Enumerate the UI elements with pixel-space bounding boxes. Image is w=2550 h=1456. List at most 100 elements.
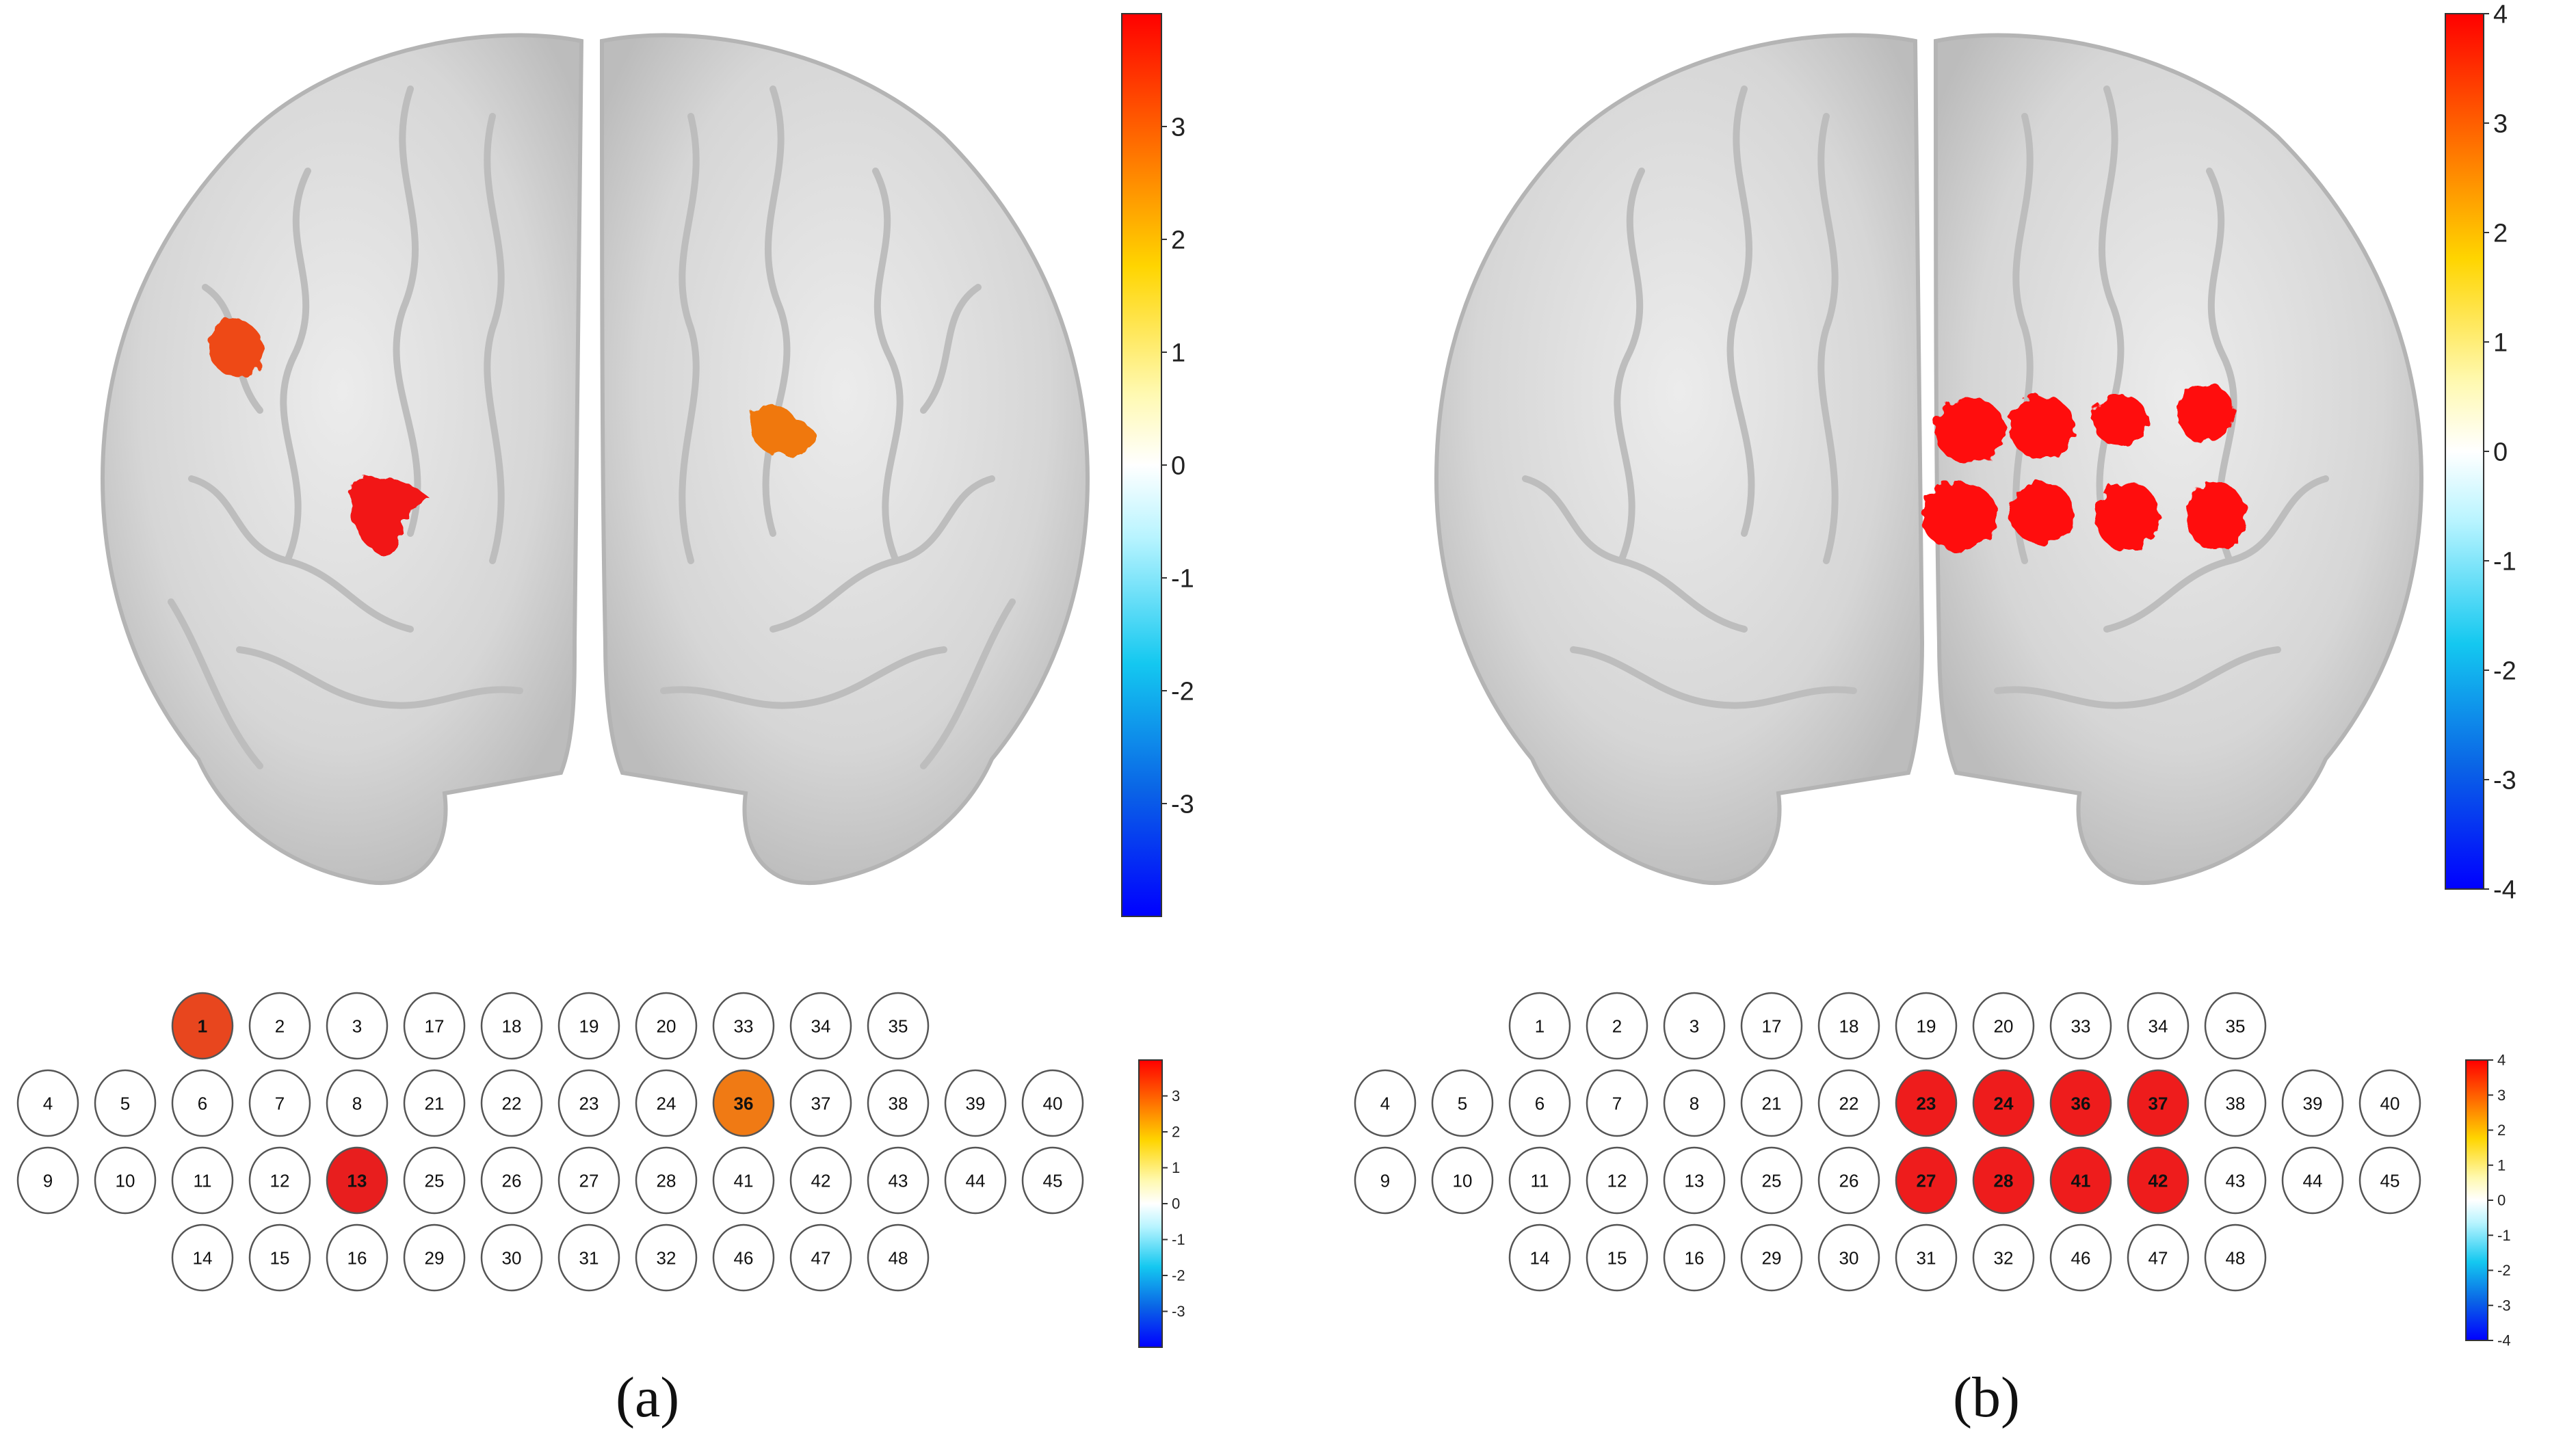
channel-1-circle <box>171 992 234 1060</box>
brain-colorbar-b-tick-label: 1 <box>2493 328 2508 357</box>
channel-13-label: 13 <box>1685 1170 1705 1191</box>
channel-39-label: 39 <box>2303 1093 2323 1113</box>
panel-label-a: (a) <box>616 1366 680 1429</box>
grid-colorbar-b-tick-label: 2 <box>2497 1122 2506 1139</box>
channel-4-label: 4 <box>43 1093 53 1113</box>
channel-44-label: 44 <box>2303 1170 2323 1191</box>
channel-47-circle <box>789 1223 852 1292</box>
channel-43-circle <box>2204 1146 2267 1215</box>
channel-2-label: 2 <box>1612 1016 1622 1036</box>
channel-39-circle <box>2281 1069 2344 1137</box>
channel-14-label: 14 <box>193 1247 213 1268</box>
channel-36-circle <box>2049 1069 2112 1137</box>
channel-1-label: 1 <box>198 1016 207 1036</box>
channel-29-label: 29 <box>425 1247 445 1268</box>
channel-20-circle <box>1972 992 2035 1060</box>
channel-37-label: 37 <box>2148 1093 2168 1113</box>
channel-11-circle <box>1508 1146 1571 1215</box>
channel-11-label: 11 <box>194 1170 212 1191</box>
grid-colorbar-a-tick-label: -2 <box>1172 1267 1185 1284</box>
channel-12-circle <box>1586 1146 1648 1215</box>
channel-27-label: 27 <box>579 1170 599 1191</box>
brain-colorbar-b-tick-label: -4 <box>2493 875 2516 904</box>
colorbars: 3210-1-2-33210-1-2-343210-1-2-3-443210-1… <box>1121 0 2516 1349</box>
channel-4-label: 4 <box>1380 1093 1390 1113</box>
channel-32-label: 32 <box>657 1247 676 1268</box>
channel-40-label: 40 <box>2380 1093 2400 1113</box>
channel-24-circle <box>635 1069 698 1137</box>
channel-17-circle <box>1740 992 1803 1060</box>
channel-35-circle <box>867 992 930 1060</box>
brain-colorbar-a-tick-label: 3 <box>1171 113 1185 142</box>
channel-7-label: 7 <box>1612 1093 1622 1113</box>
panel-label-b: (b) <box>1953 1366 2020 1429</box>
brain-colorbar-b-tick-label: -1 <box>2493 547 2516 576</box>
channel-30-circle <box>1817 1223 1880 1292</box>
channel-42-label: 42 <box>811 1170 831 1191</box>
channel-2-circle <box>1586 992 1648 1060</box>
grid-colorbar-b-tick-label: 1 <box>2497 1156 2506 1174</box>
channel-25-label: 25 <box>1762 1170 1782 1191</box>
brain-colorbar-b-tick-label: 4 <box>2493 0 2508 29</box>
channel-35-label: 35 <box>2226 1016 2246 1036</box>
grid-colorbar-a-tick-label: -1 <box>1172 1231 1185 1248</box>
channel-21-label: 21 <box>1762 1093 1782 1113</box>
channel-30-circle <box>480 1223 543 1292</box>
channel-43-label: 43 <box>2226 1170 2246 1191</box>
channel-26-circle <box>480 1146 543 1215</box>
brain-colorbar-b-gradient <box>2445 13 2484 890</box>
channel-35-label: 35 <box>889 1016 908 1036</box>
activation-spot-b-7 <box>2094 482 2160 551</box>
channel-24-label: 24 <box>1994 1093 2014 1113</box>
grid-colorbar-a-tick-label: 0 <box>1172 1195 1180 1213</box>
channel-2-circle <box>248 992 311 1060</box>
channel-26-label: 26 <box>502 1170 522 1191</box>
grid-colorbar-b-tick-label: -2 <box>2497 1262 2511 1279</box>
channel-12-label: 12 <box>1607 1170 1627 1191</box>
channel-28-circle <box>1972 1146 2035 1215</box>
channel-8-label: 8 <box>1690 1093 1699 1113</box>
channel-30-label: 30 <box>502 1247 522 1268</box>
channel-8-circle <box>1663 1069 1726 1137</box>
channel-17-label: 17 <box>1762 1016 1782 1036</box>
left-hemisphere-a <box>100 33 584 886</box>
channel-16-label: 16 <box>1685 1247 1705 1268</box>
channel-3-label: 3 <box>352 1016 362 1036</box>
channel-5-circle <box>94 1069 157 1137</box>
brain-render-a <box>100 33 1090 886</box>
activation-spot-b-6 <box>2010 481 2073 544</box>
channel-26-circle <box>1817 1146 1880 1215</box>
channel-25-label: 25 <box>425 1170 445 1191</box>
channel-30-label: 30 <box>1839 1247 1859 1268</box>
channel-21-circle <box>1740 1069 1803 1137</box>
channel-15-circle <box>1586 1223 1648 1292</box>
channel-9-circle <box>16 1146 79 1215</box>
channel-34-label: 34 <box>811 1016 831 1036</box>
channel-16-circle <box>1663 1223 1726 1292</box>
channel-3-circle <box>1663 992 1726 1060</box>
channel-34-circle <box>789 992 852 1060</box>
channel-24-circle <box>1972 1069 2035 1137</box>
activation-spot-b-5 <box>1921 482 1998 551</box>
channel-8-circle <box>326 1069 389 1137</box>
channel-19-label: 19 <box>1917 1016 1936 1036</box>
channel-41-label: 41 <box>2071 1170 2091 1191</box>
channel-13-circle <box>1663 1146 1726 1215</box>
channel-5-circle <box>1431 1069 1494 1137</box>
channel-28-circle <box>635 1146 698 1215</box>
channel-33-circle <box>2049 992 2112 1060</box>
channel-20-circle <box>635 992 698 1060</box>
brain-colorbar-b-tick-label: -2 <box>2493 657 2516 685</box>
channel-44-circle <box>944 1146 1007 1215</box>
channel-18-label: 18 <box>1839 1016 1859 1036</box>
channel-grids: 1 2 3 17 18 19 20 33 34 354 5 6 7 8 21 22 23 24 36 37 38 39 40… <box>16 992 2421 1292</box>
channel-7-label: 7 <box>275 1093 285 1113</box>
channel-6-label: 6 <box>198 1093 207 1113</box>
channel-47-circle <box>2127 1223 2190 1292</box>
channel-34-circle <box>2127 992 2190 1060</box>
channel-41-circle <box>2049 1146 2112 1215</box>
channel-2-label: 2 <box>275 1016 285 1036</box>
brain-colorbar-b-tick-label: 3 <box>2493 109 2508 138</box>
channel-40-circle <box>1021 1069 1084 1137</box>
grid-colorbar-b-tick-label: -1 <box>2497 1227 2511 1244</box>
